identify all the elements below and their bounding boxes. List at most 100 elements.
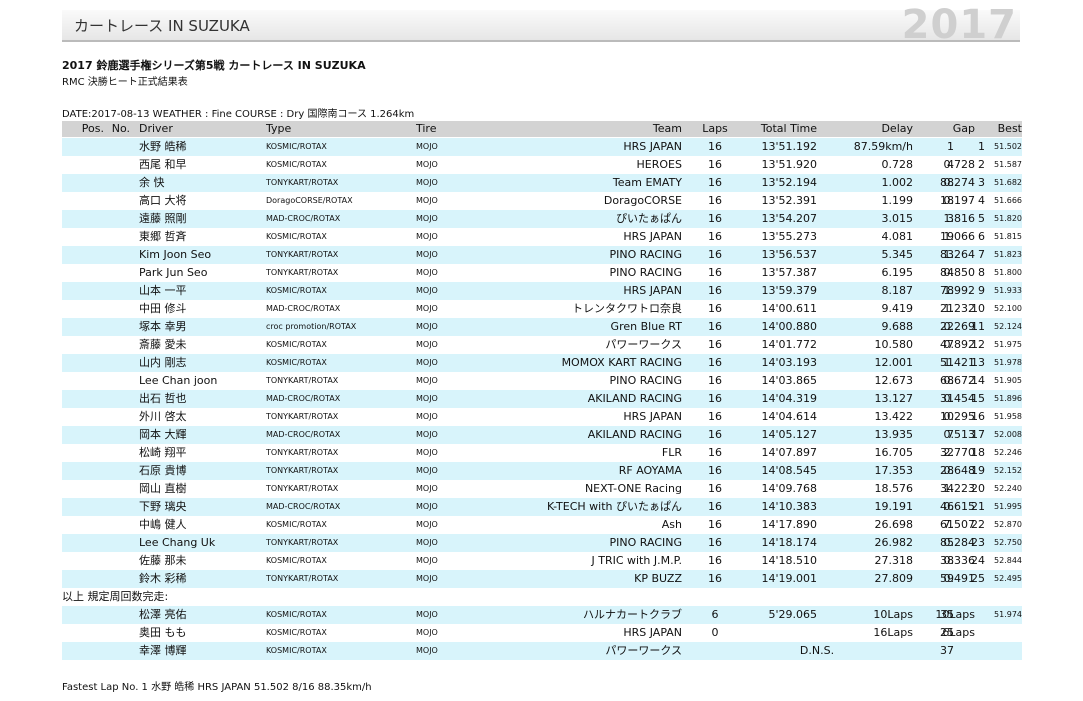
total-time: 14'10.383 [761, 500, 817, 513]
team: HRS JAPAN [623, 230, 682, 243]
pos: 24 [971, 554, 985, 567]
column-header: Best [997, 122, 1022, 135]
car-no: 84 [940, 266, 954, 279]
type: KOSMIC/ROTAX [266, 340, 327, 349]
gap: 1.264 [943, 248, 976, 261]
type: TONYKART/ROTAX [266, 250, 339, 259]
pos: 4 [978, 194, 985, 207]
result-row: 20 34 岡山 直樹 TONYKART/ROTAX MOJO NEXT-ONE Raci… [62, 480, 1022, 498]
tire: MOJO [416, 646, 438, 655]
driver: 余 快 [139, 176, 165, 189]
conditions: DATE:2017-08-13 WEATHER : Fine COURSE : … [62, 109, 415, 120]
total-time: 5'29.065 [768, 608, 817, 621]
gap: 1.223 [943, 482, 976, 495]
best: 52.240 [994, 484, 1022, 493]
result-row: 14 68 Lee Chan joon TONYKART/ROTAX MOJO PINO … [62, 372, 1022, 390]
team: Ash [661, 518, 682, 531]
delay: 6.195 [881, 266, 914, 279]
pos: 8 [978, 266, 985, 279]
gap: 0.513 [943, 428, 976, 441]
event-subtitle: RMC 決勝ヒート正式結果表 [62, 77, 188, 88]
gap: 1.421 [943, 356, 976, 369]
driver: 遠藤 照剛 [139, 212, 187, 225]
tire: MOJO [416, 196, 438, 205]
team: MOMOX KART RACING [561, 356, 682, 369]
tire: MOJO [416, 394, 438, 403]
pos: 7 [978, 248, 985, 261]
team: HEROES [636, 158, 682, 171]
best: 51.820 [994, 214, 1022, 223]
section-label-text: 以上 規定周回数完走: [62, 590, 169, 603]
event-title: 2017 鈴鹿選手権シリーズ第5戦 カートレース IN SUZUKA [62, 59, 366, 72]
result-row: 18 32 松崎 翔平 TONYKART/ROTAX MOJO FLR 16 14'07.89… [62, 444, 1022, 462]
pos: 23 [971, 536, 985, 549]
total-time: 14'07.897 [761, 446, 817, 459]
type: TONYKART/ROTAX [266, 268, 339, 277]
delay: 9.688 [881, 320, 914, 333]
type: KOSMIC/ROTAX [266, 628, 327, 637]
laps: 16 [708, 338, 722, 351]
best: 51.975 [994, 340, 1022, 349]
laps: 16 [708, 554, 722, 567]
team: HRS JAPAN [623, 284, 682, 297]
car-no: 10 [940, 410, 954, 423]
best: 51.958 [994, 412, 1022, 421]
tire: MOJO [416, 286, 438, 295]
tire: MOJO [416, 466, 438, 475]
tire: MOJO [416, 574, 438, 583]
tire: MOJO [416, 610, 438, 619]
team: ぴいたぁぱん [616, 212, 682, 225]
best: 51.823 [994, 250, 1022, 259]
laps: 16 [708, 428, 722, 441]
type: MAD-CROC/ROTAX [266, 304, 341, 313]
car-no: 18 [940, 194, 954, 207]
pos: 22 [971, 518, 985, 531]
car-no: 78 [940, 284, 954, 297]
type: TONYKART/ROTAX [266, 466, 339, 475]
driver: 石原 貴博 [139, 464, 187, 477]
column-header: Total Time [760, 122, 817, 135]
section-label: 以上 規定周回数完走: [62, 588, 1022, 606]
result-row: 35 松澤 亮佑 KOSMIC/ROTAX MOJO ハルナカートクラブ 6 5'29.06… [62, 606, 1022, 624]
total-time: 14'17.890 [761, 518, 817, 531]
type: KOSMIC/ROTAX [266, 286, 327, 295]
driver: 松崎 翔平 [139, 446, 187, 459]
laps: 6 [711, 608, 719, 621]
team: PINO RACING [609, 266, 682, 279]
driver: 岡山 直樹 [139, 482, 187, 495]
type: KOSMIC/ROTAX [266, 232, 327, 241]
car-no: 35 [940, 608, 954, 621]
driver: 山内 剛志 [139, 356, 187, 369]
driver: 斎藤 愛未 [139, 338, 187, 351]
team: K-TECH with ぴいたぁぱん [547, 500, 682, 513]
driver: 佐藤 那未 [139, 554, 187, 567]
tire: MOJO [416, 412, 438, 421]
car-no: 21 [940, 302, 954, 315]
pos: 20 [971, 482, 985, 495]
delay: 0.728 [881, 158, 914, 171]
laps: 16 [708, 176, 722, 189]
gap: 0.615 [943, 500, 976, 513]
driver: 塚本 幸男 [139, 320, 187, 333]
gap: 0.491 [943, 572, 976, 585]
delay: 4.081 [881, 230, 914, 243]
total-time: 14'19.001 [761, 572, 817, 585]
total-time: 13'51.920 [761, 158, 817, 171]
total-time: 14'01.772 [761, 338, 817, 351]
car-no: 32 [940, 446, 954, 459]
delay: 5.345 [881, 248, 914, 261]
tire: MOJO [416, 232, 438, 241]
car-no: 34 [940, 482, 954, 495]
pos: 13 [971, 356, 985, 369]
total-time: 14'03.865 [761, 374, 817, 387]
pos: 14 [971, 374, 985, 387]
result-row: 22 61 中嶋 健人 KOSMIC/ROTAX MOJO Ash 16 14'17.890 2… [62, 516, 1022, 534]
delay: 27.809 [874, 572, 914, 585]
tire: MOJO [416, 538, 438, 547]
gap: 0.295 [943, 410, 976, 423]
car-no: 38 [940, 554, 954, 567]
result-row: 37 幸澤 博輝 KOSMIC/ROTAX MOJO パワーワークス D.N.S. [62, 642, 1022, 660]
car-no: 59 [940, 572, 954, 585]
best: 52.152 [994, 466, 1022, 475]
type: KOSMIC/ROTAX [266, 358, 327, 367]
